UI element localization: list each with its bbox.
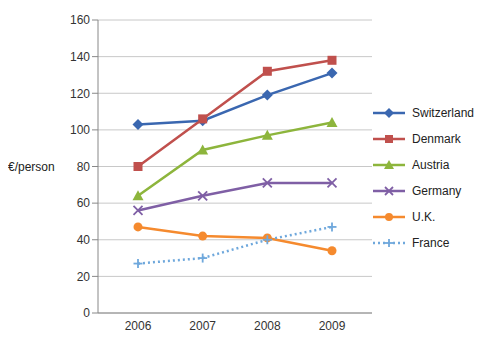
svg-text:2007: 2007 (189, 319, 216, 333)
svg-text:20: 20 (77, 270, 91, 284)
svg-text:€/person: €/person (8, 160, 55, 174)
svg-text:60: 60 (77, 196, 91, 210)
svg-text:2008: 2008 (254, 319, 281, 333)
html-text:Germany: Germany (412, 184, 462, 198)
svg-text:160: 160 (70, 13, 90, 27)
svg-text:0: 0 (83, 306, 90, 320)
svg-text:2006: 2006 (125, 319, 152, 333)
svg-text:80: 80 (77, 160, 91, 174)
html-text:Switzerland: Switzerland (412, 106, 474, 120)
html-text:France: France (412, 236, 450, 250)
html-text:U.K.: U.K. (412, 210, 436, 224)
svg-text:140: 140 (70, 50, 90, 64)
html-text:Denmark: Denmark (412, 132, 461, 146)
svg-text:2009: 2009 (319, 319, 346, 333)
svg-text:100: 100 (70, 123, 90, 137)
html-text:Austria: Austria (412, 158, 450, 172)
svg-text:40: 40 (77, 233, 91, 247)
svg-text:120: 120 (70, 87, 90, 101)
